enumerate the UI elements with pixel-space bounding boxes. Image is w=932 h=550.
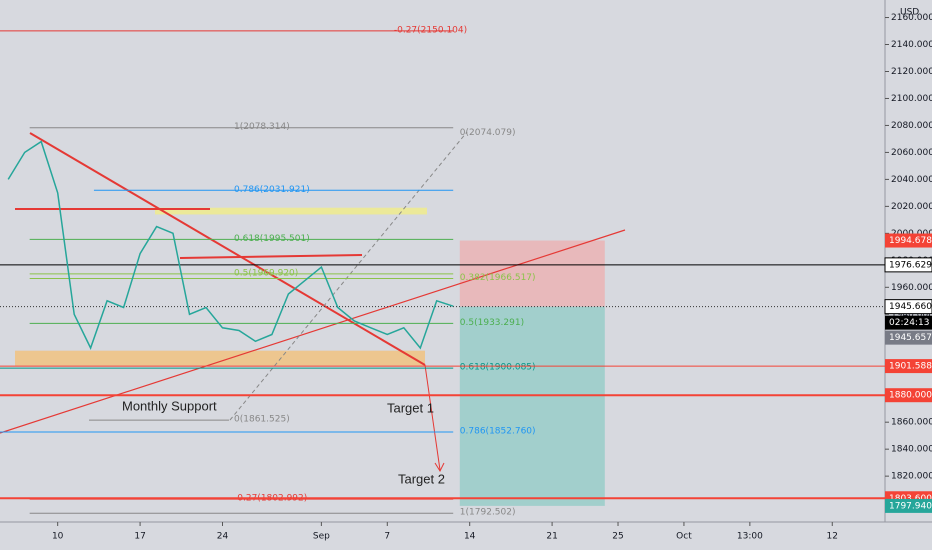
fib-label: -0.27(2150.104) bbox=[394, 25, 467, 35]
fib-label: 1(1792.502) bbox=[460, 508, 516, 518]
y-tick-label: 2120.000 bbox=[891, 67, 932, 77]
target-arrow bbox=[424, 364, 441, 471]
fib-label: 0.786(1852.760) bbox=[460, 426, 536, 436]
trend-line bbox=[29, 132, 426, 366]
price-tag bbox=[884, 299, 932, 315]
currency: USD bbox=[900, 8, 919, 18]
supply-zone bbox=[155, 207, 427, 215]
price-axis bbox=[885, 0, 932, 550]
price-tag-label: 1797.940 bbox=[889, 501, 932, 511]
fib-label: 0.786(2031.921) bbox=[234, 185, 310, 195]
annotation: Target 2 bbox=[398, 471, 445, 486]
y-tick-label: 1860.000 bbox=[891, 418, 932, 428]
x-tick-label: 13:00 bbox=[737, 532, 763, 542]
fib-label: 0.382(1966.517) bbox=[460, 273, 536, 283]
x-tick-label: 7 bbox=[384, 532, 390, 542]
price-tag bbox=[885, 388, 932, 403]
x-tick-label: 14 bbox=[464, 532, 476, 542]
price-tag bbox=[885, 359, 932, 374]
y-tick-label: 2080.000 bbox=[891, 121, 932, 131]
countdown-tag bbox=[885, 315, 932, 330]
y-tick-label: 1820.000 bbox=[891, 472, 932, 482]
y-tick-label: 2040.000 bbox=[891, 175, 932, 185]
x-tick-label: 10 bbox=[52, 532, 64, 542]
fib-label: 0.5(1933.291) bbox=[460, 318, 524, 328]
x-tick-label: Oct bbox=[676, 532, 692, 542]
price-line bbox=[7, 140, 454, 350]
countdown: 02:24:13 bbox=[889, 318, 929, 328]
fib-label: 0.618(1900.085) bbox=[460, 363, 536, 373]
y-tick-label: 1960.000 bbox=[891, 283, 932, 293]
price-tag-label: 1901.588 bbox=[889, 362, 932, 372]
y-tick-label: 2100.000 bbox=[891, 94, 932, 104]
price-tag-label: 1803.600 bbox=[889, 494, 932, 504]
prev-close: 1945.657 bbox=[889, 333, 932, 343]
x-tick-label: 21 bbox=[546, 532, 557, 542]
support-zone bbox=[15, 350, 425, 366]
x-tick-label: 17 bbox=[134, 532, 145, 542]
y-tick-label: 2060.000 bbox=[891, 148, 932, 158]
fib-label: 0(2074.079) bbox=[460, 128, 516, 138]
fib-guide bbox=[229, 131, 468, 421]
y-tick-label: 1940.000 bbox=[891, 310, 932, 320]
fib-label: 0.5(1969.920) bbox=[234, 268, 298, 278]
price-tag bbox=[885, 498, 932, 513]
fib-label: 0.618(1995.501) bbox=[234, 234, 310, 244]
resistance-line bbox=[179, 254, 363, 259]
trend-line bbox=[0, 229, 626, 434]
y-tick-label: 2160.000 bbox=[891, 13, 932, 23]
plot-area bbox=[0, 0, 885, 522]
price-tag-label: 1945.660 bbox=[889, 302, 932, 312]
y-tick-label: 2020.000 bbox=[891, 202, 932, 212]
arrow-head bbox=[434, 462, 445, 473]
annotation: Monthly Support bbox=[122, 398, 217, 413]
x-tick-label: 12 bbox=[827, 532, 838, 542]
profit-zone bbox=[459, 306, 605, 506]
price-tag-label: 1976.629 bbox=[889, 260, 932, 270]
price-tag-label: 1994.678 bbox=[889, 236, 932, 246]
price-tag bbox=[884, 257, 932, 273]
fib-label: 0(1861.525) bbox=[234, 415, 290, 425]
price-tag-label: 1880.000 bbox=[889, 391, 932, 401]
prev-close-tag bbox=[885, 330, 932, 345]
y-tick-label: 1840.000 bbox=[891, 445, 932, 455]
price-tag bbox=[885, 233, 932, 248]
y-tick-label: 2140.000 bbox=[891, 40, 932, 50]
annotation: Target 1 bbox=[387, 400, 434, 415]
x-tick-label: 25 bbox=[612, 532, 623, 542]
loss-zone bbox=[459, 240, 605, 307]
x-tick-label: Sep bbox=[313, 532, 330, 542]
fib-label: 1(2078.314) bbox=[234, 122, 290, 132]
x-tick-label: 24 bbox=[217, 532, 229, 542]
